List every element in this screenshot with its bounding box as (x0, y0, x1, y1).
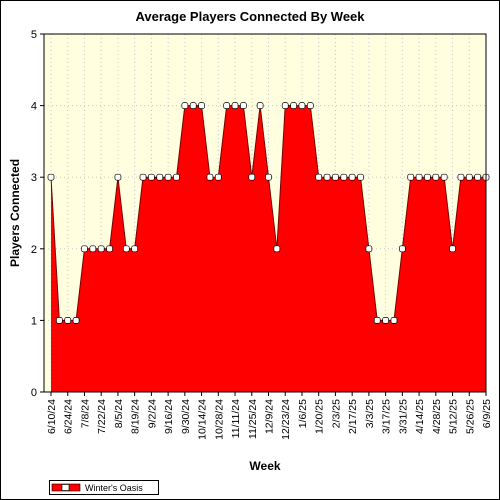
data-point (290, 102, 297, 109)
x-tick-label: 4/28/25 (431, 399, 443, 434)
data-point (398, 245, 406, 253)
data-point (323, 173, 331, 181)
x-tick-label: 3/3/25 (364, 399, 376, 428)
data-point (474, 173, 481, 181)
data-point (47, 173, 55, 181)
data-point (273, 245, 281, 253)
data-point (214, 173, 222, 181)
y-axis-label: Players Connected (8, 159, 22, 267)
data-point (348, 173, 356, 181)
data-point (181, 102, 189, 109)
x-tick-label: 3/17/25 (381, 399, 393, 434)
chart-title: Average Players Connected By Week (135, 9, 365, 24)
y-tick-label: 5 (31, 29, 37, 41)
y-tick-label: 0 (31, 387, 37, 399)
x-tick-label: 10/28/24 (213, 399, 225, 440)
x-tick-label: 3/31/25 (397, 399, 409, 434)
data-point (148, 173, 155, 181)
y-tick-label: 2 (31, 244, 37, 256)
legend-swatch (51, 483, 81, 492)
data-point (298, 102, 306, 109)
data-point (139, 173, 147, 181)
x-tick-label: 7/22/24 (96, 399, 108, 434)
data-point (265, 173, 272, 181)
x-tick-label: 12/9/24 (264, 399, 276, 434)
data-point (72, 317, 80, 324)
y-tick-label: 3 (31, 172, 37, 184)
x-tick-label: 4/14/25 (414, 399, 426, 434)
x-tick-label: 9/16/24 (163, 399, 175, 434)
x-tick-label: 8/19/24 (130, 399, 142, 434)
data-point (56, 317, 63, 324)
x-tick-label: 5/26/25 (464, 399, 476, 434)
data-point (424, 173, 431, 181)
plot-area: 0 1 2 3 4 5 6/10/24 6/24/24 7/8/24 7/22/24 8/5/24 8… (8, 29, 493, 473)
data-point (281, 102, 289, 109)
x-tick-label: 1/6/25 (297, 399, 309, 428)
data-point (189, 102, 197, 109)
data-point (407, 173, 415, 181)
data-point (231, 102, 239, 109)
y-tick-label: 1 (31, 315, 37, 327)
legend: Winter's Oasis (49, 480, 159, 495)
x-tick-label: 11/11/24 (230, 399, 242, 438)
data-point (432, 173, 440, 181)
data-point (390, 317, 398, 324)
data-point (306, 102, 314, 109)
data-point (373, 317, 381, 324)
data-point (240, 102, 247, 109)
data-point (465, 173, 473, 181)
x-tick-label: 9/30/24 (180, 399, 192, 434)
data-point (256, 102, 264, 109)
data-point (357, 173, 364, 181)
data-point (173, 173, 180, 181)
data-point (81, 245, 88, 253)
data-point (106, 245, 113, 253)
data-point (164, 173, 172, 181)
data-point (457, 173, 465, 181)
data-point (365, 245, 373, 253)
x-tick-label: 7/8/24 (79, 399, 91, 428)
data-point (415, 173, 423, 181)
data-point (198, 102, 205, 109)
data-point (315, 173, 323, 181)
data-point (131, 245, 139, 253)
data-point (89, 245, 97, 253)
x-tick-label: 1/20/25 (314, 399, 326, 434)
data-point (122, 245, 130, 253)
data-point (382, 317, 389, 324)
data-point (64, 317, 72, 324)
plot-border (43, 33, 487, 393)
data-point (223, 102, 231, 109)
data-point (114, 173, 122, 181)
y-tick-label: 4 (31, 101, 37, 113)
data-point (440, 173, 448, 181)
x-tick-label: 6/10/24 (46, 399, 58, 434)
x-tick-label: 8/5/24 (113, 399, 125, 428)
data-point (156, 173, 164, 181)
data-point (248, 173, 256, 181)
x-axis-label: Week (249, 459, 280, 473)
data-point (97, 245, 105, 253)
legend-label: Winter's Oasis (85, 482, 143, 493)
x-tick-label: 6/24/24 (63, 399, 75, 434)
x-tick-label: 10/14/24 (197, 399, 209, 440)
data-point (449, 245, 456, 253)
x-tick-label: 6/9/25 (481, 399, 493, 428)
x-tick-label: 9/2/24 (146, 399, 158, 428)
data-point (340, 173, 348, 181)
data-point (206, 173, 214, 181)
x-tick-label: 11/25/24 (247, 399, 259, 439)
x-tick-label: 5/12/25 (448, 399, 460, 434)
x-tick-label: 2/3/25 (330, 399, 342, 428)
data-point (332, 173, 339, 181)
x-tick-label: 12/23/24 (280, 399, 292, 440)
x-tick-label: 2/17/25 (347, 399, 359, 434)
